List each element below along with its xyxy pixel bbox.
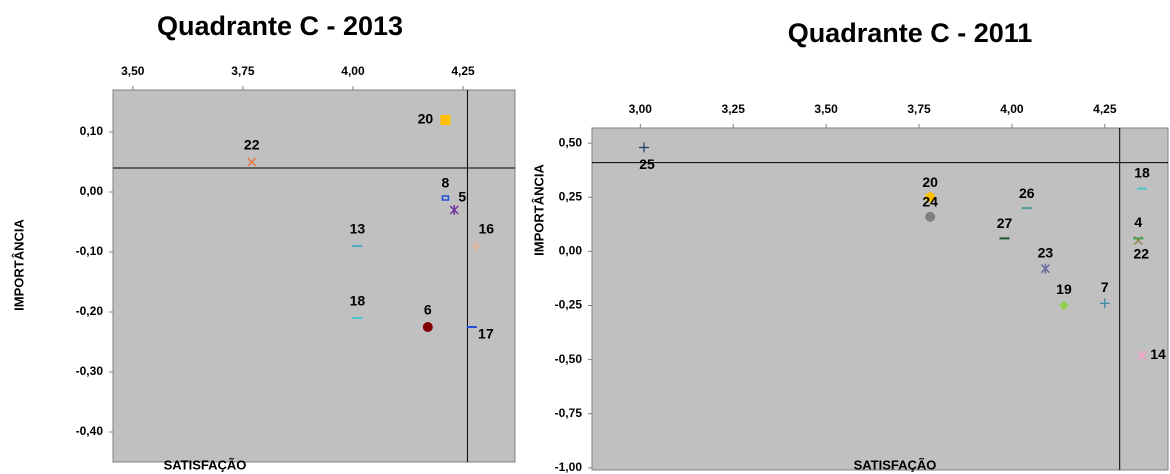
point-label: 16 [478, 221, 494, 237]
point-label: 26 [1019, 185, 1035, 201]
y-tick-label: -0,30 [76, 364, 104, 378]
point-label: 20 [418, 111, 434, 127]
point [449, 205, 459, 215]
point-label: 19 [1056, 281, 1072, 297]
y-tick-label: -0,25 [555, 298, 583, 312]
plot-area [591, 127, 1169, 471]
y-tick-label: 0,10 [80, 124, 104, 138]
y-tick-label: -0,75 [555, 406, 583, 420]
chart-title: Quadrante C - 2013 [157, 11, 403, 41]
x-tick-label: 4,00 [341, 64, 365, 78]
y-tick-label: 0,00 [80, 184, 104, 198]
x-tick-label: 4,00 [1000, 102, 1024, 116]
x-tick-label: 3,75 [231, 64, 255, 78]
y-tick-label: -0,40 [76, 424, 104, 438]
x-tick-label: 3,50 [814, 102, 838, 116]
point-label: 25 [639, 156, 655, 172]
chart-title: Quadrante C - 2011 [788, 18, 1033, 48]
point [925, 211, 936, 222]
point-label: 17 [478, 326, 494, 342]
point-label: 6 [424, 302, 432, 318]
point-label: 18 [1134, 164, 1150, 180]
point-label: 22 [244, 137, 260, 153]
point [639, 142, 650, 153]
chart: Quadrante C - 2011 3,00 3,25 3,50 3,75 4,00 4,… [531, 18, 1169, 474]
point-label: 13 [350, 221, 366, 237]
point [1040, 263, 1050, 274]
point-label: 8 [442, 175, 450, 191]
point [1137, 350, 1147, 360]
point [441, 195, 450, 201]
point [471, 241, 482, 251]
point [1133, 236, 1143, 246]
y-tick-label: 0,00 [559, 244, 583, 258]
x-tick-label: 3,25 [722, 102, 746, 116]
y-axis-label: IMPORTÂNCIA [531, 164, 546, 256]
point-label: 24 [922, 193, 938, 209]
point [1099, 298, 1110, 309]
y-axis-label: IMPORTÂNCIA [11, 219, 26, 311]
x-tick-label: 3,00 [629, 102, 653, 116]
x-tick-label: 4,25 [451, 64, 475, 78]
point [247, 157, 257, 167]
point-label: 23 [1038, 244, 1054, 260]
point-label: 22 [1133, 245, 1149, 261]
point-label: 27 [997, 215, 1013, 231]
y-tick-label: -0,50 [555, 352, 583, 366]
point-label: 7 [1101, 279, 1109, 295]
x-axis-label: SATISFAÇÃO [854, 457, 937, 472]
y-tick-label: -0,10 [76, 244, 104, 258]
y-tick-label: -0,20 [76, 304, 104, 318]
x-axis-label: SATISFAÇÃO [164, 457, 247, 472]
point [925, 192, 936, 203]
x-tick-label: 4,25 [1093, 102, 1117, 116]
x-tick-label: 3,75 [907, 102, 931, 116]
y-tick-label: 0,25 [559, 189, 583, 203]
y-tick-label: -1,00 [555, 460, 583, 474]
point-label: 4 [1134, 214, 1142, 230]
point-label: 18 [350, 293, 366, 309]
chart: Quadrante C - 2013 3,50 3,75 4,00 4,25 0,10 0,… [11, 11, 516, 472]
x-tick-label: 3,50 [121, 64, 145, 78]
point-label: 20 [922, 174, 938, 190]
point [422, 322, 433, 332]
point-label: 5 [458, 189, 466, 205]
point [440, 115, 451, 125]
y-tick-label: 0,50 [559, 135, 583, 149]
point-label: 14 [1150, 346, 1166, 362]
point [1058, 300, 1069, 311]
plot-area [112, 89, 516, 463]
